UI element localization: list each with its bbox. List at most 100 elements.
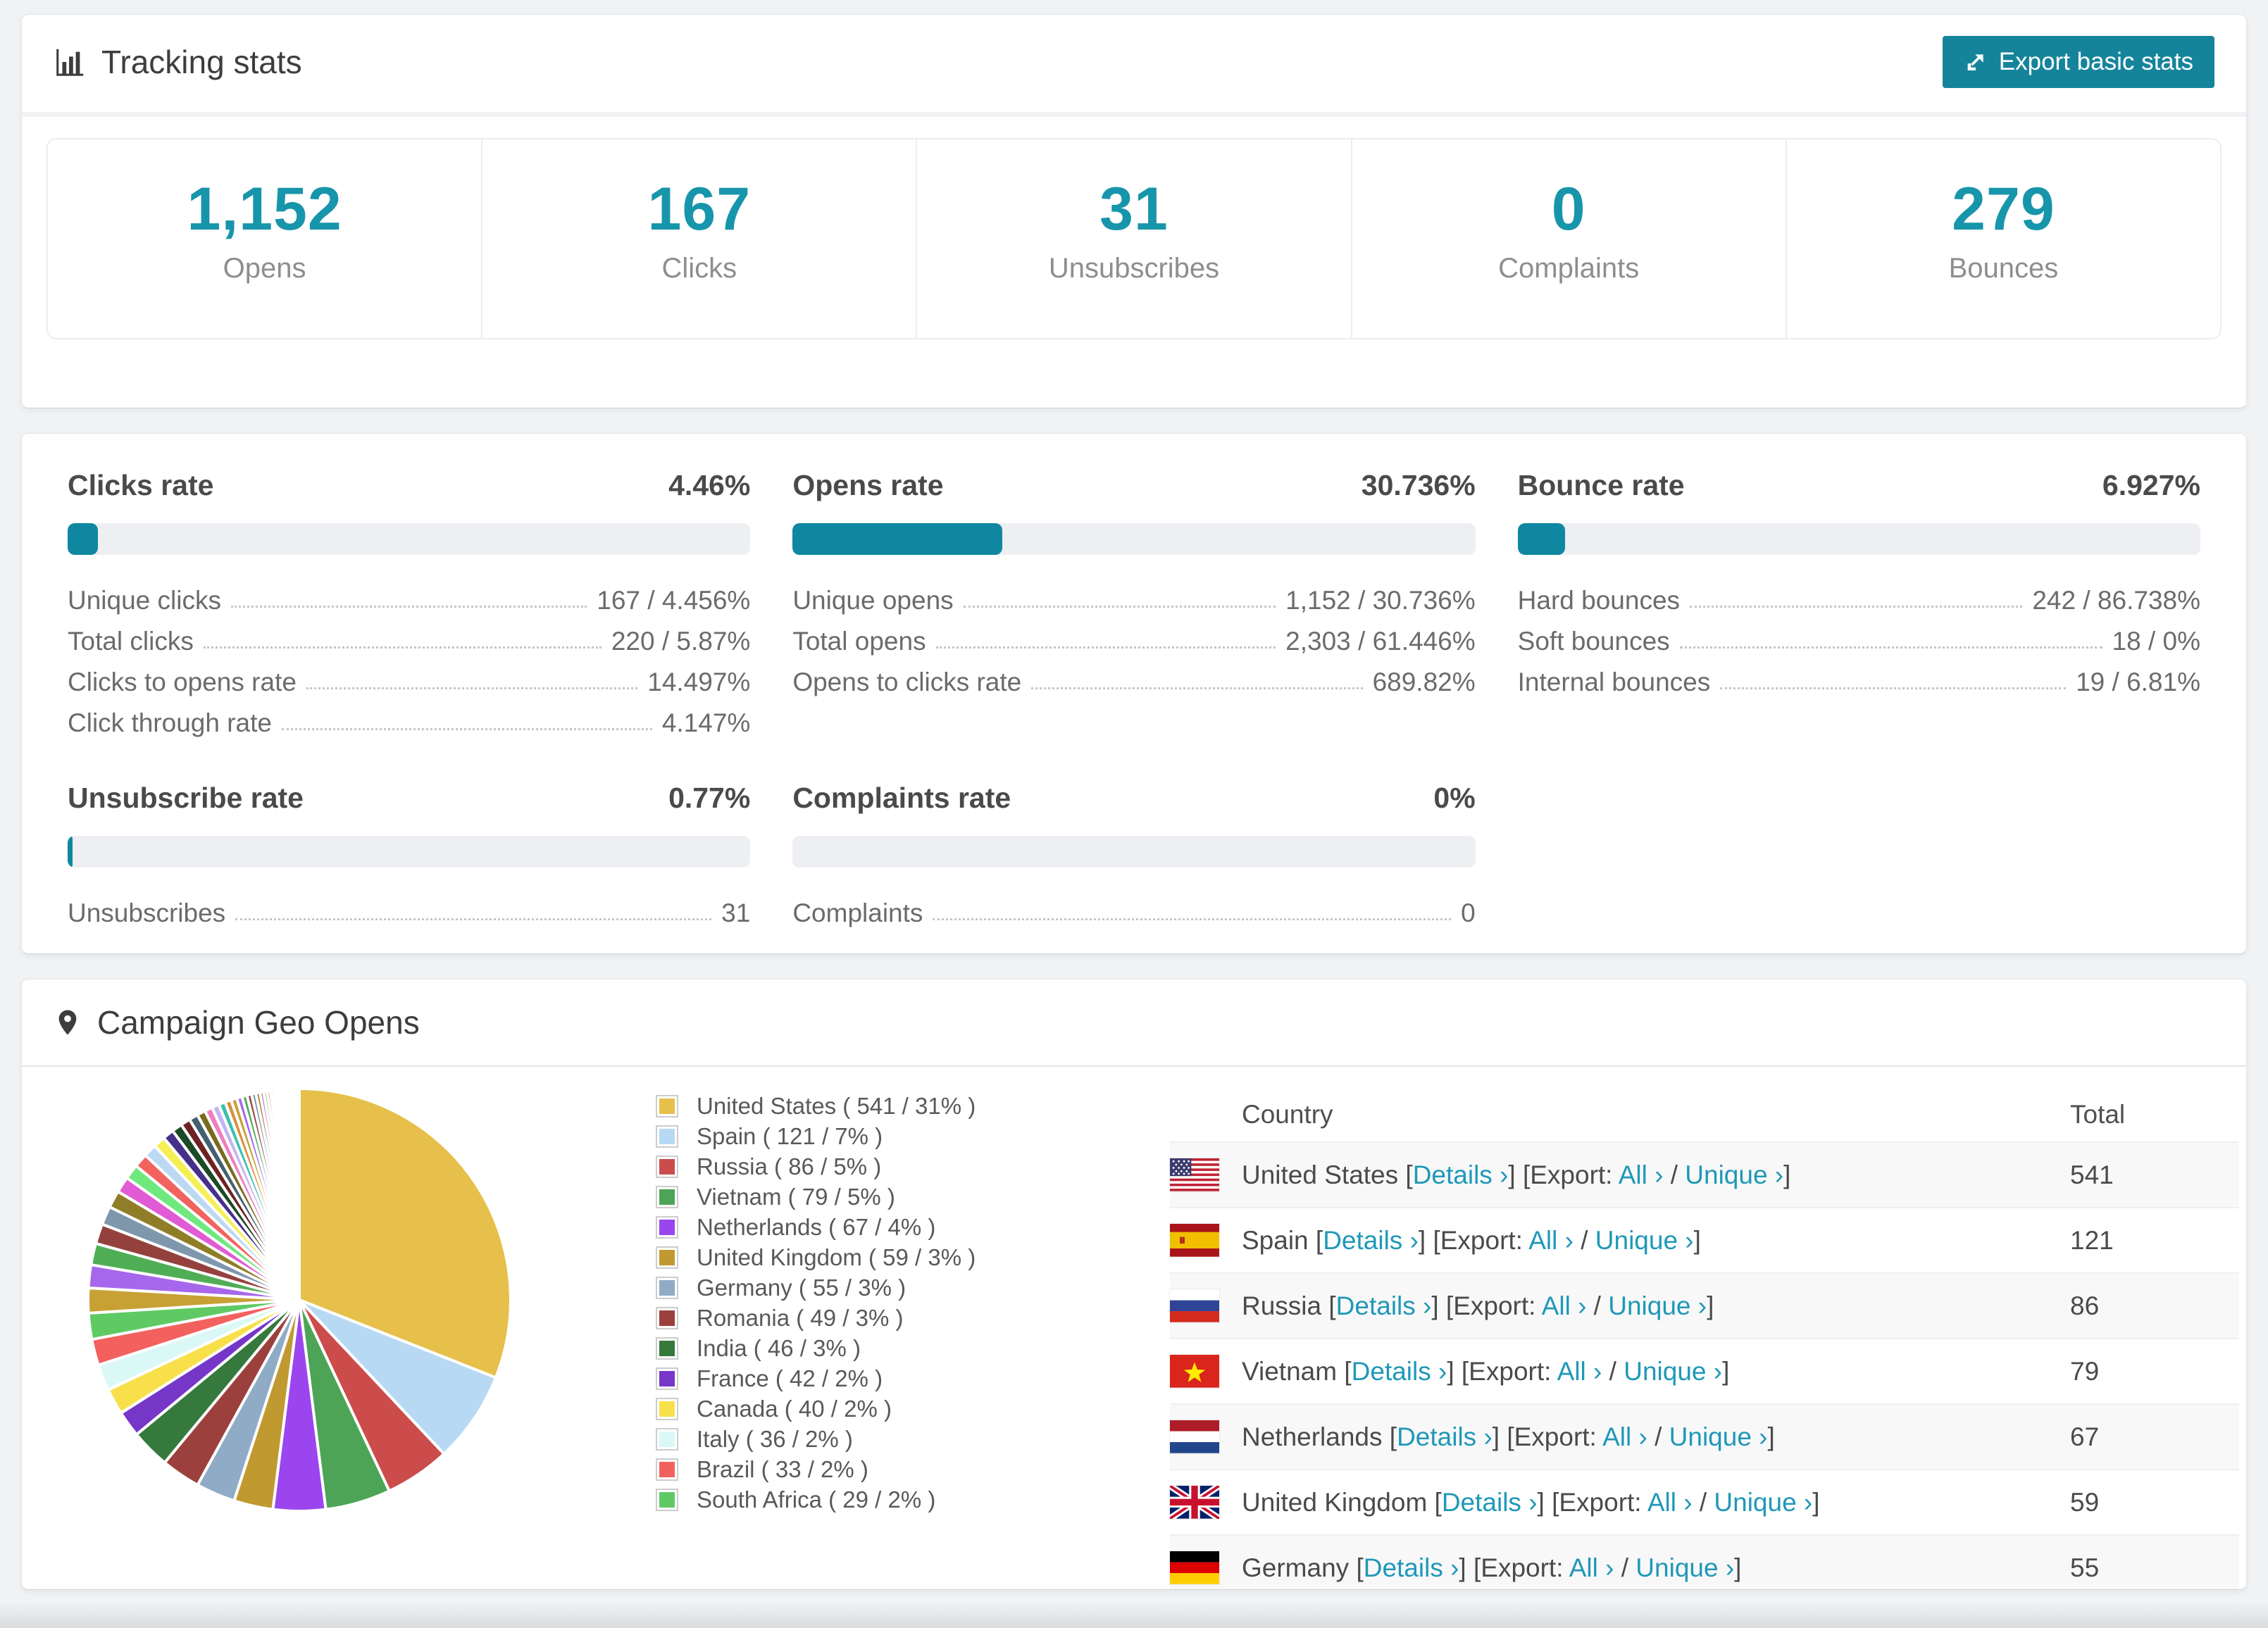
pie-slice-0[interactable]	[298, 1087, 512, 1379]
bar-chart-icon	[56, 49, 84, 76]
tracking-stats-card: Tracking stats Export basic stats 1,152 O…	[21, 14, 2247, 408]
table-row-spain: Spain [Details ›] [Export: All › / Uniqu…	[1170, 1207, 2239, 1272]
campaign-geo-opens-card: Campaign Geo Opens United States ( 541 /…	[21, 979, 2247, 1590]
stat-value: 1,152	[187, 175, 342, 243]
progress-bar	[68, 523, 751, 555]
progress-bar-fill	[68, 523, 99, 555]
rate-value: 4.46%	[668, 469, 751, 501]
slash-separator: /	[1586, 1291, 1609, 1320]
details-link[interactable]: Details ›	[1412, 1160, 1509, 1189]
metric-label: Clicks to opens rate	[68, 668, 297, 696]
dotted-leader	[235, 918, 712, 920]
export-unique-link[interactable]: Unique ›	[1624, 1356, 1723, 1386]
metric-value: 1,152 / 30.736%	[1285, 586, 1476, 615]
metric-label: Opens to clicks rate	[792, 668, 1022, 696]
ru-flag-icon	[1170, 1289, 1219, 1322]
country-cell: Spain [Details ›] [Export: All › / Uniqu…	[1242, 1226, 2070, 1256]
dotted-leader	[1031, 687, 1363, 689]
export-all-link[interactable]: All ›	[1647, 1487, 1693, 1517]
map-pin-icon	[58, 1010, 77, 1035]
pie-slice-57[interactable]	[297, 1087, 301, 1301]
metric-value: 2,303 / 61.446%	[1285, 627, 1476, 656]
rate-section-bounce-rate: Bounce rate 6.927% Hard bounces 242 / 86.73…	[1517, 469, 2200, 738]
vn-flag-icon	[1170, 1355, 1219, 1388]
bracket: [	[1344, 1356, 1352, 1386]
geo-header: Campaign Geo Opens	[22, 979, 2246, 1067]
page-bottom-shade	[0, 1604, 2268, 1628]
export-icon	[1967, 54, 1983, 71]
metric-label: Total clicks	[68, 627, 194, 656]
de-flag-icon	[1170, 1551, 1219, 1584]
bracket: ]	[1734, 1553, 1742, 1582]
progress-bar	[792, 523, 1476, 555]
country-cell: Vietnam [Details ›] [Export: All › / Uni…	[1242, 1357, 2070, 1386]
rate-value: 0.77%	[668, 782, 751, 814]
metric-rows: Complaints 0	[792, 887, 1475, 928]
export-basic-stats-button[interactable]: Export basic stats	[1942, 36, 2214, 88]
progress-bar	[68, 836, 751, 868]
export-all-link[interactable]: All ›	[1569, 1553, 1614, 1582]
metric-label: Unsubscribes	[68, 898, 226, 927]
dotted-leader	[306, 687, 638, 689]
bracket: ]	[1707, 1291, 1714, 1320]
legend-item-canada: Canada ( 40 / 2% )	[656, 1394, 976, 1424]
geo-pie-chart[interactable]	[74, 1075, 525, 1525]
stat-tile-unsubscribes: 31 Unsubscribes	[917, 139, 1352, 338]
export-unique-link[interactable]: Unique ›	[1669, 1422, 1768, 1451]
total-column-header: Total	[2070, 1100, 2126, 1129]
country-cell: United Kingdom [Details ›] [Export: All …	[1242, 1488, 2070, 1517]
stat-tile-complaints: 0 Complaints	[1352, 139, 1787, 338]
legend-swatch	[656, 1488, 678, 1511]
details-link[interactable]: Details ›	[1363, 1553, 1459, 1582]
export-all-link[interactable]: All ›	[1541, 1291, 1587, 1320]
legend-swatch	[656, 1336, 678, 1360]
export-all-link[interactable]: All ›	[1618, 1160, 1664, 1189]
legend-item-india: India ( 46 / 3% )	[656, 1333, 976, 1363]
metric-value: 14.497%	[647, 668, 751, 696]
metric-label: Complaints	[792, 898, 923, 927]
export-all-link[interactable]: All ›	[1602, 1422, 1647, 1451]
rates-grid: Clicks rate 4.46% Unique clicks 167 / 4.456…	[54, 469, 2214, 928]
rate-head: Bounce rate 6.927%	[1518, 469, 2200, 502]
table-row-vietnam: Vietnam [Details ›] [Export: All › / Uni…	[1170, 1338, 2239, 1403]
stat-tile-bounces: 279 Bounces	[1787, 139, 2220, 338]
legend-swatch	[656, 1246, 678, 1269]
legend-item-south-africa: South Africa ( 29 / 2% )	[656, 1484, 976, 1515]
metric-value: 167 / 4.456%	[597, 586, 751, 615]
export-all-link[interactable]: All ›	[1528, 1225, 1574, 1255]
stats-summary-row: 1,152 Opens 167 Clicks 31 Unsubscribes 0 Compla…	[46, 138, 2222, 339]
legend-item-italy: Italy ( 36 / 2% )	[656, 1424, 976, 1454]
details-link[interactable]: Details ›	[1335, 1291, 1432, 1320]
page-title: Tracking stats	[101, 44, 302, 80]
legend-item-brazil: Brazil ( 33 / 2% )	[656, 1454, 976, 1484]
bracket: [	[1328, 1291, 1336, 1320]
rate-value: 30.736%	[1361, 469, 1476, 501]
details-link[interactable]: Details ›	[1441, 1487, 1538, 1517]
country-column-header: Country	[1242, 1100, 1333, 1129]
export-unique-link[interactable]: Unique ›	[1714, 1487, 1813, 1517]
geo-body: United States ( 541 / 31% ) Spain ( 121 /…	[22, 1067, 2246, 1589]
progress-bar	[792, 836, 1476, 868]
details-link[interactable]: Details ›	[1351, 1356, 1447, 1386]
rate-head: Clicks rate 4.46%	[68, 469, 750, 502]
geo-table-rows: United States [Details ›] [Export: All ›…	[1168, 1141, 2239, 1589]
geo-title: Campaign Geo Opens	[54, 1003, 420, 1041]
bracket: [	[1356, 1553, 1364, 1582]
stat-label: Bounces	[1948, 253, 2059, 284]
legend-label: Vietnam ( 79 / 5% )	[697, 1183, 895, 1210]
legend-label: Spain ( 121 / 7% )	[697, 1122, 883, 1149]
export-unique-link[interactable]: Unique ›	[1595, 1225, 1694, 1255]
legend-label: Brazil ( 33 / 2% )	[697, 1455, 868, 1482]
export-unique-link[interactable]: Unique ›	[1635, 1553, 1735, 1582]
legend-swatch	[656, 1185, 678, 1208]
pie-slice-1[interactable]	[298, 1298, 497, 1455]
export-unique-link[interactable]: Unique ›	[1608, 1291, 1707, 1320]
bracket: ] [Export:	[1492, 1422, 1603, 1451]
export-unique-link[interactable]: Unique ›	[1685, 1160, 1784, 1189]
details-link[interactable]: Details ›	[1397, 1422, 1493, 1451]
export-all-link[interactable]: All ›	[1557, 1356, 1602, 1386]
legend-swatch	[656, 1367, 678, 1390]
metric-row: Hard bounces 242 / 86.738%	[1518, 575, 2200, 615]
details-link[interactable]: Details ›	[1323, 1225, 1419, 1255]
country-name: Spain	[1242, 1225, 1316, 1255]
